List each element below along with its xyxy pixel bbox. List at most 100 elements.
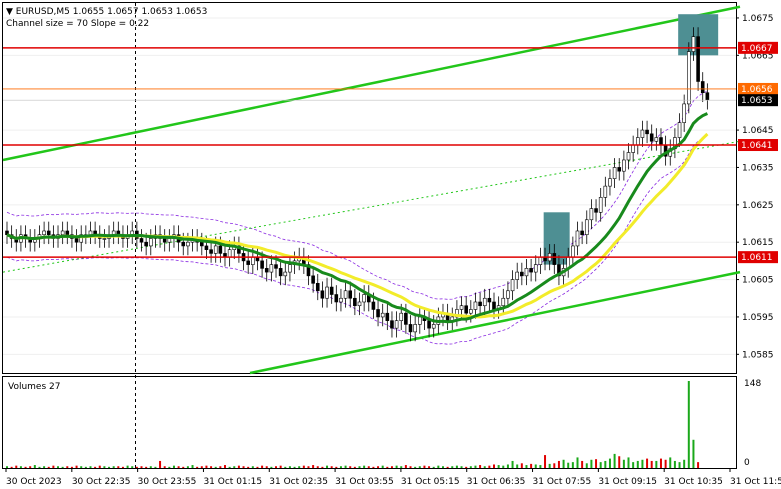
candle-body (334, 294, 339, 303)
candle-body (687, 51, 691, 105)
candle-body (580, 230, 584, 236)
candle-body (640, 129, 645, 138)
candle-body (427, 320, 431, 329)
price-badge-label: 1.0667 (741, 44, 773, 54)
candle-body (278, 268, 283, 277)
price-tick-label: 1.0645 (742, 126, 774, 136)
candle-body (315, 283, 320, 292)
price-badge (738, 251, 778, 264)
time-tick-label: 31 Oct 03:55 (335, 477, 394, 487)
candle-body (394, 320, 399, 329)
candle-body (677, 122, 682, 138)
candle-body (227, 249, 232, 258)
candle-body (148, 238, 153, 247)
candle-body (598, 197, 603, 213)
candle-body (682, 103, 686, 123)
price-tick-label: 1.0585 (742, 350, 774, 360)
time-tick-label: 31 Oct 01:15 (203, 477, 262, 487)
candle-body (510, 279, 515, 292)
candle-body (413, 324, 417, 333)
candle-body (608, 178, 612, 187)
candle-body (376, 309, 380, 318)
price-badge-label: 1.0611 (741, 253, 773, 263)
candle-body (659, 137, 663, 146)
candle-body (380, 312, 385, 318)
time-axis: 30 Oct 2023 30 Oct 22:35 30 Oct 23:55 31 Oc… (5, 468, 781, 487)
price-tick-label: 1.0625 (742, 201, 774, 211)
candle-body (571, 245, 575, 258)
time-tick-label: 31 Oct 09:15 (598, 477, 657, 487)
candle-body (506, 290, 510, 299)
candle-body (102, 238, 107, 240)
candle-body (139, 238, 144, 243)
candle-body (371, 301, 376, 310)
candle-body (79, 234, 84, 243)
candle-body (167, 238, 172, 243)
price-badge (738, 82, 778, 95)
candle-body (589, 208, 594, 221)
candle-body (339, 297, 343, 303)
candle-body (492, 301, 496, 310)
time-tick-label: 31 Oct 02:35 (269, 477, 328, 487)
candle-body (622, 159, 626, 172)
candle-body (459, 305, 464, 310)
candle-body (65, 230, 70, 236)
time-tick-label: 31 Oct 06:35 (467, 477, 526, 487)
candle-body (283, 271, 288, 277)
candle-body (524, 268, 529, 277)
candle-body (487, 297, 492, 303)
main-plot-frame (2, 2, 737, 374)
price-tick-label: 1.0675 (742, 14, 774, 24)
candle-body (635, 137, 640, 146)
candle-body (404, 312, 408, 325)
candle-body (181, 241, 186, 247)
candle-body (264, 268, 269, 273)
candle-body (269, 264, 274, 273)
candle-body (320, 290, 325, 299)
candle-body (631, 144, 635, 153)
candle-body (529, 268, 533, 273)
channel-lower-line (249, 270, 741, 375)
horizontal-levels (3, 47, 736, 258)
candle-body (584, 219, 589, 236)
candle-body (700, 81, 705, 93)
volume-min-label: 0 (744, 458, 750, 468)
candle-body (603, 185, 608, 198)
candle-body (408, 324, 413, 333)
candle-body (329, 286, 334, 295)
candle-body (594, 208, 598, 213)
candle-body (390, 320, 394, 329)
price-badge (738, 139, 778, 152)
candle-body (478, 301, 482, 307)
time-tick-label: 30 Oct 23:55 (138, 477, 197, 487)
price-badge (738, 41, 778, 54)
candle-body (617, 167, 622, 172)
band-lower (6, 135, 708, 345)
candle-body (209, 249, 213, 254)
price-tick-label: 1.0605 (742, 276, 774, 286)
candle-body (42, 230, 46, 236)
volumes-label: Volumes 27 (8, 382, 60, 392)
candle-body (696, 36, 700, 82)
candle-body (538, 256, 543, 265)
price-tick-label: 1.0615 (742, 238, 774, 248)
candle-body (612, 167, 617, 179)
volume-max-label: 148 (744, 379, 761, 389)
candle-body (515, 271, 519, 280)
candle-body (204, 245, 209, 250)
candle-body (186, 241, 190, 247)
candle-body (218, 245, 223, 254)
price-axis: 1.0675 1.0665 1.0645 1.0635 1.0625 1.0615 1.06… (736, 14, 774, 360)
candle-body (552, 253, 557, 265)
candle-body (533, 264, 538, 273)
candle-body (46, 230, 51, 236)
candle-body (325, 286, 329, 299)
price-tick-label: 1.0595 (742, 313, 774, 323)
candle-body (353, 297, 357, 307)
time-tick-label: 30 Oct 22:35 (72, 477, 131, 487)
candle-body (575, 230, 580, 247)
candle-body (464, 305, 468, 314)
candle-body (399, 312, 404, 321)
